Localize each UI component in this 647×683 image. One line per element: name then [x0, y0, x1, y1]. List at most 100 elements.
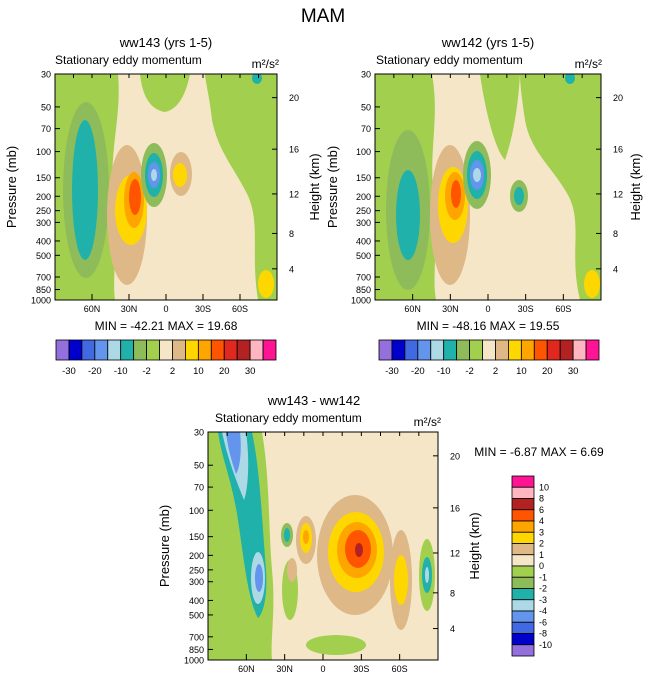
colorbar-swatch: [378, 339, 393, 361]
latitude-tick-label: 30N: [276, 664, 293, 674]
pressure-tick-label: 30: [361, 70, 371, 80]
contour-blue-lower: [255, 564, 263, 592]
latitude-tick-label: 0: [485, 304, 490, 314]
colorbar-swatch: [417, 339, 432, 361]
colorbar-swatch: [511, 621, 535, 634]
colorbar-swatch: [404, 339, 419, 361]
pressure-tick-label: 250: [36, 206, 51, 216]
min-max-label: MIN = -6.87 MAX = 6.69: [474, 445, 604, 459]
latitude-tick-label: 60N: [238, 664, 255, 674]
units-label: m²/s²: [575, 57, 602, 71]
units-label: m²/s²: [252, 57, 279, 71]
contour-teal-left: [396, 170, 420, 260]
pressure-tick-label: 100: [36, 147, 51, 157]
colorbar-swatch: [511, 576, 535, 589]
contour-yellow-east: [394, 555, 408, 605]
contour-field: [208, 432, 438, 660]
colorbar-swatch: [511, 498, 535, 511]
height-tick-label: 12: [289, 189, 299, 199]
colorbar-swatch: [511, 520, 535, 533]
pressure-tick-label: 70: [194, 483, 204, 493]
colorbar-label: -2: [142, 366, 150, 377]
colorbar-swatch: [223, 339, 238, 361]
colorbar-label: -4: [539, 606, 547, 616]
colorbar-swatch: [572, 339, 587, 361]
colorbar-label: 30: [568, 366, 579, 377]
pressure-tick-label: 30: [41, 70, 51, 80]
height-tick-label: 8: [289, 229, 294, 239]
panel-ww142: ww142 (yrs 1-5) Stationary eddy momentum…: [325, 35, 643, 377]
pressure-tick-label: 30: [194, 428, 204, 438]
height-tick-label: 16: [450, 503, 460, 513]
colorbar-swatch: [511, 543, 535, 556]
colorbar-swatch: [559, 339, 574, 361]
contour-green-top: [140, 74, 190, 112]
colorbar-swatch: [133, 339, 147, 361]
latitude-tick-label: 30N: [442, 304, 459, 314]
colorbar-swatch: [511, 633, 535, 646]
colorbar-label: 0: [539, 561, 544, 571]
colorbar-label: -1: [539, 572, 547, 582]
colorbar-swatch: [81, 339, 96, 361]
colorbar-swatch: [520, 339, 535, 361]
colorbar-label: -20: [88, 366, 102, 377]
pressure-tick-label: 400: [356, 236, 371, 246]
pressure-tick-label: 150: [36, 173, 51, 183]
colorbar-swatch: [94, 339, 109, 361]
colorbar-label: -2: [539, 584, 547, 594]
pressure-tick-label: 50: [194, 461, 204, 471]
panel-title: ww143 - ww142: [267, 393, 361, 408]
colorbar-label: 20: [219, 366, 230, 377]
latitude-tick-label: 30S: [353, 664, 369, 674]
colorbar-swatch: [511, 565, 535, 578]
colorbar-swatch: [482, 339, 496, 361]
colorbar-swatch: [262, 339, 277, 361]
pressure-tick-label: 300: [189, 577, 204, 587]
contour-red-main: [129, 179, 141, 215]
contour-yellow-surface: [258, 270, 274, 298]
latitude-tick-label: 0: [163, 304, 168, 314]
colorbar-swatch: [120, 339, 135, 361]
latitude-tick-label: 60S: [232, 304, 248, 314]
colorbar-label: 6: [539, 505, 544, 515]
latitude-tick-label: 60N: [84, 304, 101, 314]
pressure-tick-label: 100: [356, 147, 371, 157]
colorbar-label: 2: [539, 539, 544, 549]
colorbar-swatch: [107, 339, 122, 361]
colorbar-swatch: [511, 531, 535, 544]
pressure-tick-label: 850: [356, 285, 371, 295]
contour-red-main: [451, 180, 461, 208]
contour-lightblue-jet: [473, 168, 481, 182]
panel-left-label: Stationary eddy momentum: [55, 53, 202, 67]
pressure-tick-label: 300: [36, 218, 51, 228]
figure-title: MAM: [301, 6, 345, 27]
latitude-tick-label: 0: [320, 664, 325, 674]
pressure-tick-label: 150: [356, 173, 371, 183]
ylabel-pressure: Pressure (mb): [4, 146, 19, 228]
contour-green-lower-left: [215, 550, 239, 640]
pressure-tick-label: 100: [189, 506, 204, 516]
height-tick-label: 4: [613, 264, 618, 274]
height-axis: 20 16 12 8 4: [596, 93, 623, 274]
height-tick-label: 4: [289, 264, 294, 274]
colorbar: -30 -20 -10 -2 2 10 20 30: [55, 339, 277, 377]
height-tick-label: 12: [613, 189, 623, 199]
pressure-tick-label: 500: [36, 251, 51, 261]
colorbar-swatch: [236, 339, 251, 361]
pressure-tick-label: 250: [189, 565, 204, 575]
units-label: m²/s²: [414, 415, 441, 429]
colorbar-label: -10: [539, 640, 552, 650]
contour-teal-top-right: [565, 74, 575, 84]
contour-orange-west: [303, 530, 309, 544]
pressure-tick-label: 850: [189, 645, 204, 655]
contour-field: [55, 74, 277, 300]
colorbar-label: -8: [539, 629, 547, 639]
contour-teal-east: [514, 187, 524, 205]
pressure-tick-label: 850: [36, 285, 51, 295]
colorbar-label: 30: [245, 366, 256, 377]
contour-teal-mid: [284, 528, 290, 542]
